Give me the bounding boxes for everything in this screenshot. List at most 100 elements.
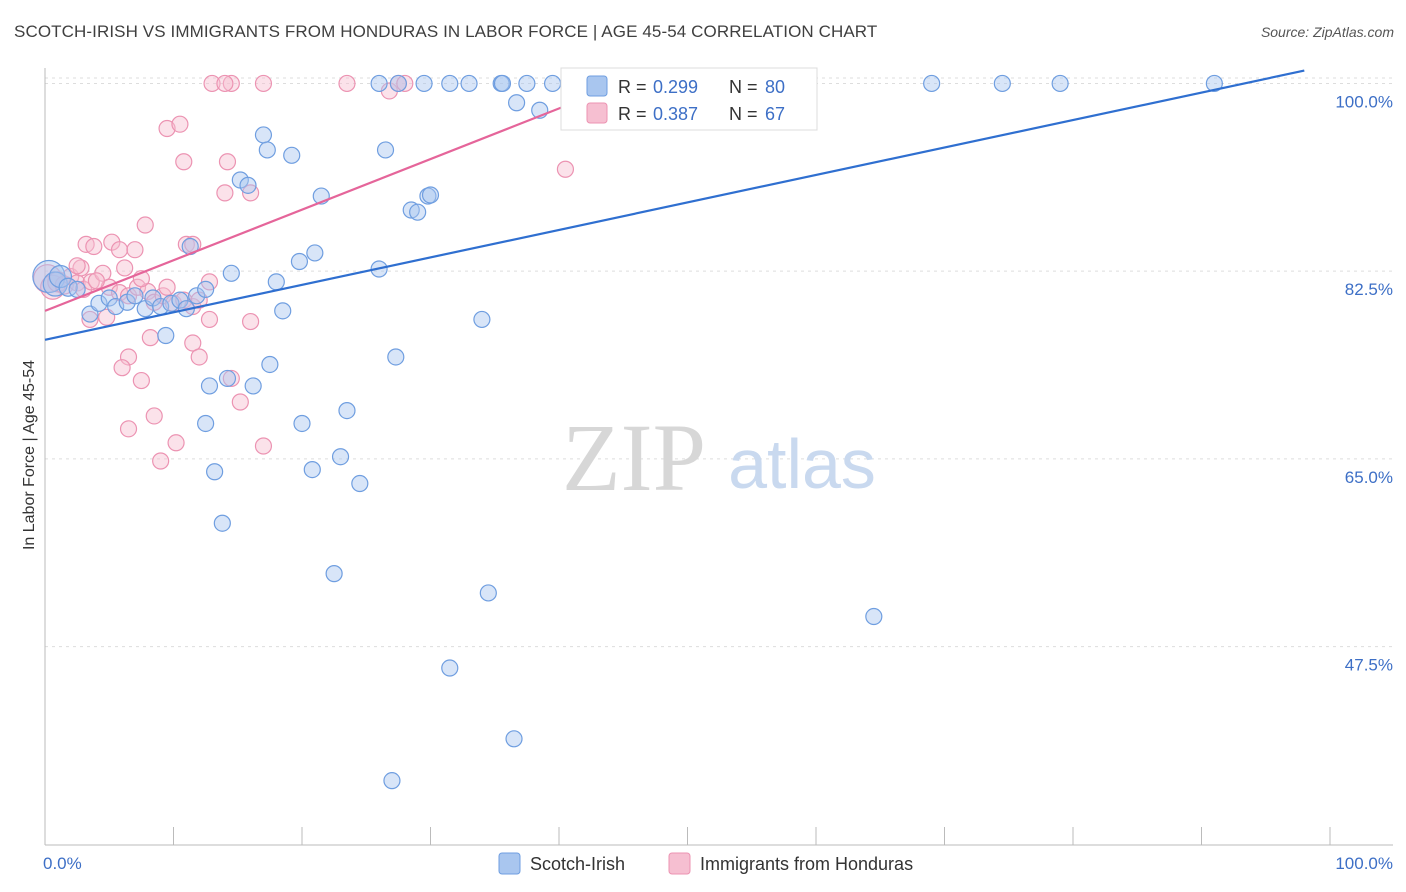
honduras-point bbox=[222, 74, 240, 93]
honduras-point bbox=[222, 369, 240, 388]
scotch-irish-point bbox=[303, 460, 321, 479]
scotch-irish-point bbox=[90, 294, 108, 312]
scotch-irish-point bbox=[507, 94, 526, 112]
scotch-irish-point bbox=[351, 474, 369, 493]
y-axis-title: In Labor Force | Age 45-54 bbox=[21, 360, 38, 550]
scotch-irish-point bbox=[254, 126, 273, 144]
x-tick-label-min: 0.0% bbox=[43, 854, 82, 873]
scotch-irish-point bbox=[306, 244, 324, 262]
y-tick-label: 47.5% bbox=[1345, 656, 1393, 675]
honduras-point bbox=[136, 216, 154, 234]
scotch-irish-point bbox=[473, 310, 491, 329]
scotch-irish-point bbox=[157, 326, 175, 345]
honduras-point bbox=[218, 153, 237, 171]
honduras-point bbox=[338, 74, 356, 93]
scotch-irish-point bbox=[493, 74, 512, 93]
honduras-point bbox=[200, 310, 219, 329]
legend-n-value-blue: 80 bbox=[765, 77, 785, 97]
scotch-irish-point bbox=[338, 401, 356, 420]
honduras-point bbox=[158, 119, 176, 138]
scotch-irish-point bbox=[505, 730, 523, 748]
series-legend-swatch-blue bbox=[498, 852, 521, 875]
scotch-irish-point bbox=[200, 377, 219, 395]
honduras-point bbox=[68, 257, 86, 275]
y-tick-labels: 47.5% 65.0% 82.5% 100.0% bbox=[1335, 92, 1393, 674]
y-tick-label: 65.0% bbox=[1345, 468, 1393, 487]
scotch-irish-point bbox=[258, 141, 276, 159]
scotch-irish-point bbox=[415, 74, 433, 93]
honduras-point bbox=[119, 348, 138, 366]
scotch-irish-point bbox=[126, 287, 144, 305]
scotch-irish-point bbox=[290, 252, 309, 271]
scotch-irish-point bbox=[370, 74, 388, 93]
scotch-irish-point bbox=[543, 74, 562, 93]
legend-swatch-blue bbox=[586, 75, 608, 97]
series-scotch-irish bbox=[32, 74, 1223, 790]
honduras-point bbox=[175, 153, 193, 171]
honduras-point bbox=[242, 312, 260, 331]
y-tick-label: 100.0% bbox=[1335, 92, 1393, 111]
scotch-irish-trend-line bbox=[44, 69, 1305, 341]
honduras-point bbox=[141, 329, 159, 347]
watermark-atlas: atlas bbox=[728, 425, 876, 503]
scotch-irish-point bbox=[389, 74, 407, 93]
scotch-irish-point bbox=[518, 74, 536, 93]
grid bbox=[45, 77, 1393, 648]
scotch-irish-point bbox=[331, 448, 350, 466]
honduras-point bbox=[87, 272, 106, 290]
honduras-point bbox=[190, 348, 208, 366]
axes bbox=[44, 68, 1393, 846]
honduras-point bbox=[132, 371, 150, 390]
scotch-irish-point bbox=[923, 74, 941, 93]
honduras-trend-line bbox=[44, 77, 637, 312]
honduras-point bbox=[231, 393, 249, 411]
scotch-irish-point bbox=[460, 74, 478, 93]
scotch-irish-point bbox=[383, 772, 401, 790]
legend-swatch-pink bbox=[586, 102, 608, 124]
honduras-point bbox=[82, 273, 100, 291]
legend-r-label-pink: R = bbox=[618, 104, 647, 124]
y-tick-label: 82.5% bbox=[1345, 280, 1393, 299]
honduras-point bbox=[119, 287, 138, 305]
scotch-irish-point bbox=[213, 514, 231, 532]
honduras-point bbox=[556, 160, 575, 178]
series-legend-label-blue: Scotch-Irish bbox=[530, 854, 625, 874]
scotch-irish-point bbox=[218, 369, 237, 388]
series-immigrants-from-honduras bbox=[32, 74, 575, 470]
legend-r-value-blue: 0.299 bbox=[653, 77, 698, 97]
honduras-point bbox=[113, 359, 131, 377]
watermark-zip: ZIP bbox=[562, 404, 706, 511]
scotch-irish-point bbox=[188, 287, 206, 305]
honduras-point bbox=[158, 278, 176, 296]
legend-n-value-pink: 67 bbox=[765, 104, 785, 124]
series-legend-label-pink: Immigrants from Honduras bbox=[700, 854, 913, 874]
scotch-irish-point bbox=[274, 302, 292, 320]
scotch-irish-point bbox=[441, 74, 459, 93]
scotch-irish-point bbox=[1205, 74, 1223, 93]
scotch-irish-point bbox=[387, 348, 405, 366]
honduras-point bbox=[184, 334, 202, 352]
honduras-point bbox=[171, 115, 189, 133]
scotch-irish-point bbox=[441, 659, 459, 677]
honduras-point bbox=[81, 310, 99, 329]
honduras-point bbox=[152, 452, 170, 470]
scotch-irish-point bbox=[865, 607, 883, 626]
scotch-irish-point bbox=[1051, 74, 1069, 93]
scotch-irish-point bbox=[197, 414, 215, 433]
honduras-point bbox=[254, 74, 273, 93]
honduras-point bbox=[119, 420, 138, 438]
scotch-irish-point bbox=[48, 264, 73, 289]
scotch-irish-point bbox=[283, 146, 301, 164]
legend-r-label-blue: R = bbox=[618, 77, 647, 97]
trend-lines bbox=[44, 69, 1305, 341]
honduras-point bbox=[396, 74, 414, 93]
watermark: ZIP atlas bbox=[562, 404, 876, 511]
honduras-point bbox=[85, 237, 103, 256]
scotch-irish-point bbox=[293, 414, 311, 433]
legend-n-label-blue: N = bbox=[729, 77, 758, 97]
honduras-point bbox=[145, 407, 163, 425]
stats-legend: R = 0.299 N = 80 R = 0.387 N = 67 bbox=[560, 67, 818, 131]
series-legend-swatch-pink bbox=[668, 852, 691, 875]
honduras-point bbox=[116, 259, 134, 277]
